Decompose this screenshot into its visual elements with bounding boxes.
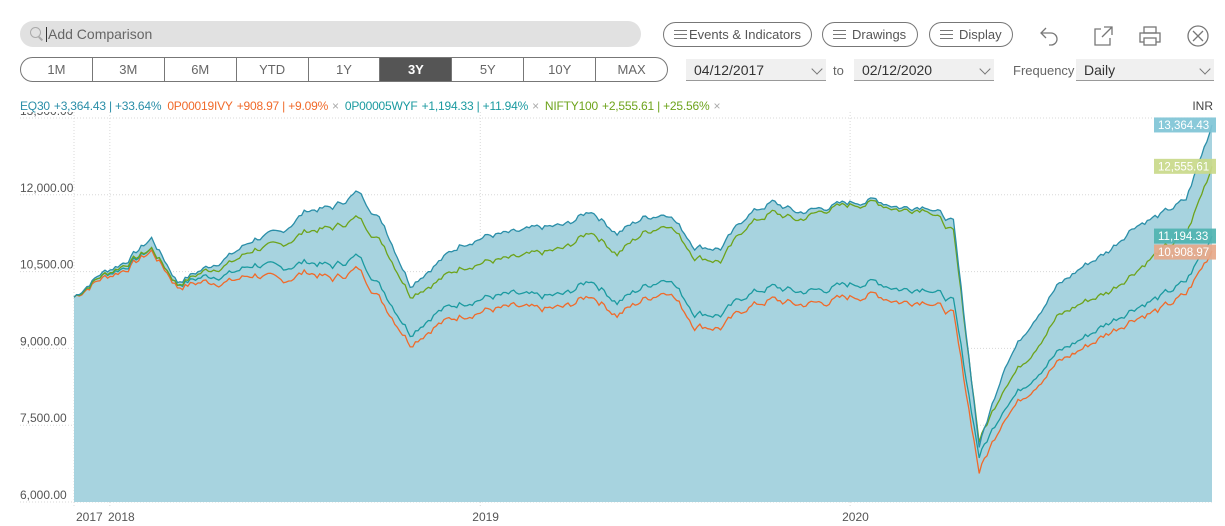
y-tick-label: 9,000.00 — [20, 334, 67, 348]
series-line-0p00019ivy — [73, 248, 1213, 474]
period-max[interactable]: MAX — [617, 62, 646, 77]
undo-icon[interactable] — [1037, 24, 1061, 48]
drawings-button[interactable]: Drawings — [822, 22, 918, 47]
end-value-label: 12,555.61 — [1158, 161, 1209, 173]
chart-canvas[interactable]: 13,500.00 12,000.00 10,500.00 9,000.00 7,500… — [0, 104, 1225, 526]
menu-lines-icon — [674, 30, 687, 39]
chevron-down-icon — [1200, 65, 1210, 75]
drawings-label: Drawings — [852, 27, 907, 42]
print-icon[interactable] — [1138, 24, 1162, 48]
end-value-label: 10,908.97 — [1158, 247, 1209, 259]
events-indicators-button[interactable]: Events & Indicators — [663, 22, 812, 47]
x-tick-label: 2019 — [472, 510, 499, 524]
legend-symbol[interactable]: 0P00005WYF — [344, 99, 418, 113]
menu-lines-icon — [833, 30, 846, 39]
end-value-label: 13,364.43 — [1158, 120, 1209, 132]
period-1m[interactable]: 1M — [21, 58, 93, 81]
period-3m[interactable]: 3M — [93, 58, 165, 81]
legend-item: NIFTY100 +2,555.61 | +25.56% × — [545, 99, 726, 113]
period-6m[interactable]: 6M — [165, 58, 237, 81]
text-caret — [46, 26, 47, 42]
frequency-select[interactable]: Daily — [1076, 59, 1214, 81]
chevron-down-icon — [812, 65, 822, 75]
popout-icon[interactable] — [1091, 24, 1115, 48]
currency-label: INR — [1192, 99, 1213, 113]
end-value-badge — [1154, 117, 1216, 133]
period-10y[interactable]: 10Y — [524, 58, 597, 81]
series-line-eq30 — [73, 124, 1213, 448]
to-label: to — [833, 63, 844, 78]
y-tick-label: 10,500.00 — [20, 258, 74, 272]
legend-item: EQ30 +3,364.43 | +33.64% — [20, 99, 167, 113]
period-3y[interactable]: 3Y — [380, 58, 453, 81]
legend-change: +3,364.43 | +33.64% — [53, 99, 162, 113]
x-tick-label: 2018 — [108, 510, 135, 524]
legend-symbol[interactable]: NIFTY100 — [544, 99, 599, 113]
series-line-nifty100 — [73, 166, 1213, 443]
events-indicators-label: Events & Indicators — [689, 27, 801, 42]
chart-legend: EQ30 +3,364.43 | +33.64% 0P00019IVY +908.97… — [20, 99, 726, 113]
menu-lines-icon — [940, 30, 953, 39]
end-value-badge — [1154, 244, 1216, 260]
remove-series-icon[interactable]: × — [532, 99, 539, 113]
display-label: Display — [959, 27, 1002, 42]
y-tick-label: 6,000.00 — [20, 488, 67, 502]
legend-item: 0P00019IVY +908.97 | +9.09% × — [167, 99, 345, 113]
to-date-value: 02/12/2020 — [862, 61, 933, 78]
legend-symbol[interactable]: 0P00019IVY — [167, 99, 233, 113]
period-selector: 1M 3M 6M YTD 1Y 3Y 5Y 10Y MAX — [20, 57, 668, 82]
search-input[interactable]: Add Comparison — [20, 21, 641, 47]
legend-change: +2,555.61 | +25.56% — [602, 99, 710, 113]
end-value-badge — [1154, 228, 1216, 244]
remove-series-icon[interactable]: × — [713, 99, 721, 113]
period-ytd[interactable]: YTD — [237, 58, 309, 81]
y-tick-label: 13,500.00 — [20, 112, 74, 118]
end-value-label: 11,194.33 — [1158, 231, 1208, 243]
legend-item: 0P00005WYF +1,194.33 | +11.94% × — [345, 99, 545, 113]
from-date-select[interactable]: 04/12/2017 — [686, 59, 826, 81]
legend-change: +1,194.33 | +11.94% — [421, 99, 529, 113]
period-5y[interactable]: 5Y — [452, 58, 525, 81]
to-date-select[interactable]: 02/12/2020 — [854, 59, 994, 81]
x-tick-label: 2020 — [842, 510, 869, 524]
frequency-value: Daily — [1084, 61, 1116, 78]
area-fill — [74, 125, 1212, 502]
series-line-0p00005wyf — [73, 235, 1213, 459]
end-value-badge — [1154, 158, 1216, 174]
display-button[interactable]: Display — [929, 22, 1013, 47]
period-1y[interactable]: 1Y — [309, 58, 381, 81]
legend-change: +908.97 | +9.09% — [236, 99, 329, 113]
x-tick-label: 2017 — [76, 510, 103, 524]
y-tick-label: 7,500.00 — [20, 411, 67, 425]
top-toolbar: Add Comparison Events & Indicators Drawi… — [0, 0, 1225, 56]
legend-symbol[interactable]: EQ30 — [20, 99, 50, 113]
y-tick-label: 12,000.00 — [20, 181, 74, 195]
price-chart[interactable]: 13,500.00 12,000.00 10,500.00 9,000.00 7,500… — [0, 104, 1225, 526]
close-icon[interactable] — [1186, 24, 1210, 48]
from-date-value: 04/12/2017 — [694, 61, 765, 78]
search-icon — [30, 27, 44, 41]
remove-series-icon[interactable]: × — [332, 99, 339, 113]
chevron-down-icon — [980, 65, 990, 75]
search-placeholder: Add Comparison — [48, 26, 153, 42]
frequency-label: Frequency — [1013, 63, 1075, 78]
